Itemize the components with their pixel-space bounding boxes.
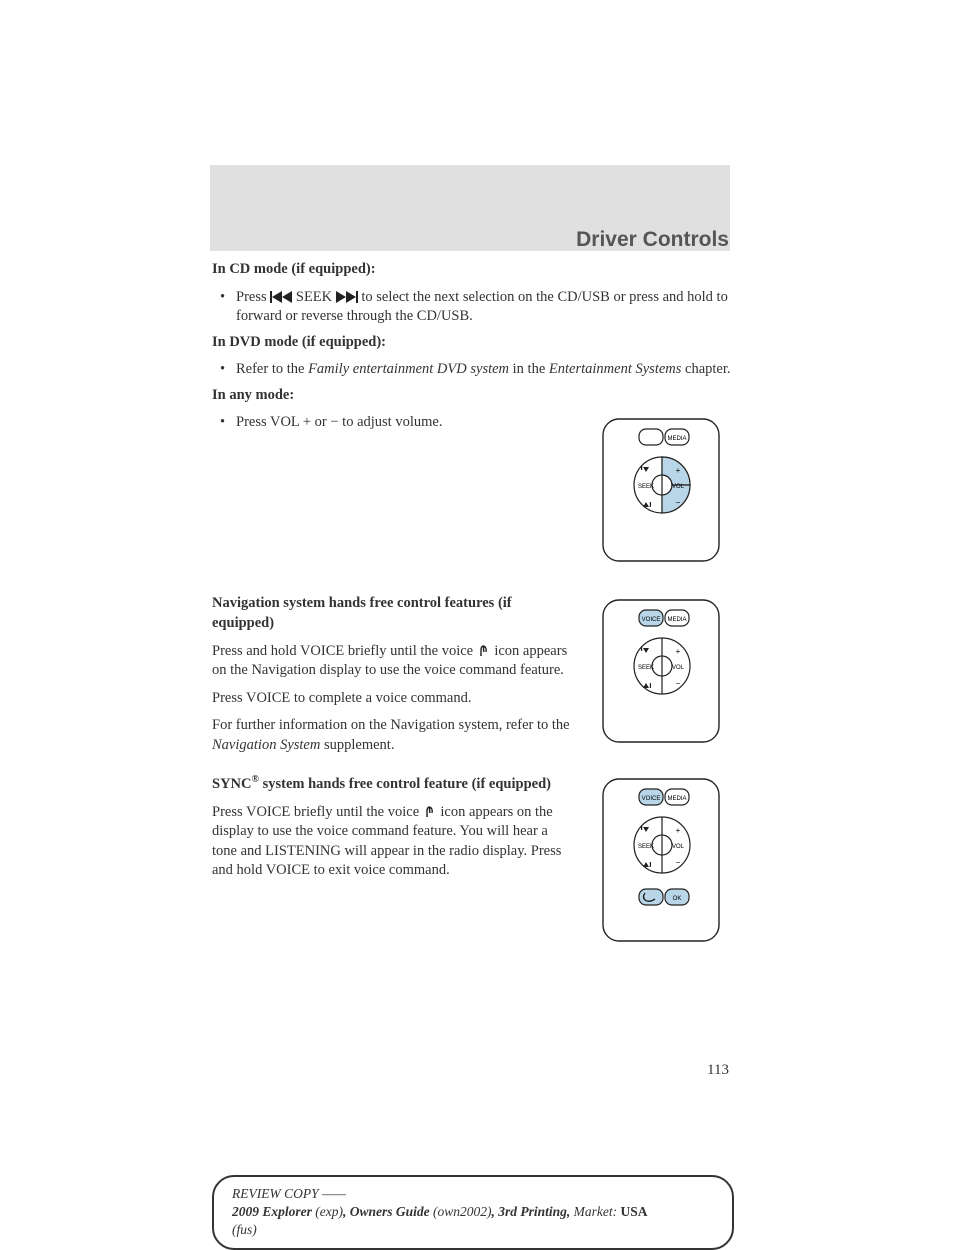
svg-text:−: − xyxy=(676,679,681,688)
row-sync: SYNC® system hands free control feature … xyxy=(212,773,732,948)
svg-text:SEEK: SEEK xyxy=(638,484,654,490)
text: system hands free control feature (if eq… xyxy=(259,776,551,792)
text-italic: Family entertainment DVD system xyxy=(308,361,509,377)
row-any-mode: Press VOL + or − to adjust volume. MEDIA… xyxy=(212,413,732,568)
page-number: 113 xyxy=(707,1062,729,1079)
text-bold: , Owners Guide xyxy=(343,1204,433,1219)
text: (own2002) xyxy=(433,1204,492,1219)
control-pad-diagram-3: VOICE MEDIA SEEK VOL + − OK xyxy=(597,773,727,948)
svg-text:MEDIA: MEDIA xyxy=(667,796,686,802)
page-content: In CD mode (if equipped): Press SEEK to … xyxy=(212,260,732,958)
text: SEEK xyxy=(296,289,332,305)
heading-cd-mode: In CD mode (if equipped): xyxy=(212,260,732,280)
text: Press xyxy=(236,289,267,305)
para-nav-1: Press and hold VOICE briefly until the v… xyxy=(212,642,576,681)
svg-text:OK: OK xyxy=(673,896,682,902)
heading-sync: SYNC® system hands free control feature … xyxy=(212,773,576,794)
svg-text:SEEK: SEEK xyxy=(638,844,654,850)
svg-text:VOL: VOL xyxy=(672,484,685,490)
bullet-cd-seek: Press SEEK to select the next selection … xyxy=(212,288,732,327)
text: Market: xyxy=(570,1204,620,1219)
text: supplement. xyxy=(320,737,394,753)
svg-text:VOICE: VOICE xyxy=(642,796,661,802)
svg-text:VOL: VOL xyxy=(672,665,685,671)
heading-dvd-mode: In DVD mode (if equipped): xyxy=(212,333,732,353)
text: Press VOICE briefly until the voice xyxy=(212,804,423,820)
voice-icon xyxy=(423,805,437,819)
footer-line-1: REVIEW COPY —— xyxy=(232,1185,714,1203)
svg-text:MEDIA: MEDIA xyxy=(667,617,686,623)
text-italic: Navigation System xyxy=(212,737,320,753)
text: in the xyxy=(509,361,549,377)
svg-text:MEDIA: MEDIA xyxy=(667,436,686,442)
svg-text:+: + xyxy=(676,647,681,656)
svg-text:+: + xyxy=(676,466,681,475)
text: Refer to the xyxy=(236,361,308,377)
text: (exp) xyxy=(315,1204,343,1219)
text: For further information on the Navigatio… xyxy=(212,717,570,733)
footer-line-2: 2009 Explorer (exp), Owners Guide (own20… xyxy=(232,1203,714,1221)
svg-text:+: + xyxy=(676,826,681,835)
text: SYNC xyxy=(212,776,251,792)
text-bold: USA xyxy=(621,1204,648,1219)
control-pad-diagram-1: MEDIA SEEK VOL + − xyxy=(597,413,727,568)
svg-text:SEEK: SEEK xyxy=(638,665,654,671)
registered-mark: ® xyxy=(251,774,258,785)
svg-text:−: − xyxy=(676,498,681,507)
svg-text:−: − xyxy=(676,858,681,867)
text-bold: , 3rd Printing, xyxy=(492,1204,571,1219)
para-sync-1: Press VOICE briefly until the voice icon… xyxy=(212,803,576,881)
text-bold: 2009 Explorer xyxy=(232,1204,315,1219)
seek-back-icon xyxy=(270,291,292,303)
svg-text:VOL: VOL xyxy=(672,844,685,850)
control-pad-diagram-2: VOICE MEDIA SEEK VOL + − xyxy=(597,594,727,749)
voice-icon xyxy=(477,644,491,658)
row-nav-voice: Navigation system hands free control fea… xyxy=(212,594,732,763)
bullet-vol: Press VOL + or − to adjust volume. xyxy=(212,413,576,433)
footer-box: REVIEW COPY —— 2009 Explorer (exp), Owne… xyxy=(212,1175,734,1250)
para-nav-3: For further information on the Navigatio… xyxy=(212,716,576,755)
heading-any-mode: In any mode: xyxy=(212,386,732,406)
svg-text:VOICE: VOICE xyxy=(642,617,661,623)
section-header: Driver Controls xyxy=(576,228,729,252)
heading-nav-voice: Navigation system hands free control fea… xyxy=(212,594,576,633)
para-nav-2: Press VOICE to complete a voice command. xyxy=(212,689,576,709)
footer-line-3: (fus) xyxy=(232,1221,714,1239)
text: chapter. xyxy=(681,361,730,377)
text: Press and hold VOICE briefly until the v… xyxy=(212,643,477,659)
bullet-dvd: Refer to the Family entertainment DVD sy… xyxy=(212,360,732,380)
seek-forward-icon xyxy=(336,291,358,303)
text-italic: Entertainment Systems xyxy=(549,361,682,377)
